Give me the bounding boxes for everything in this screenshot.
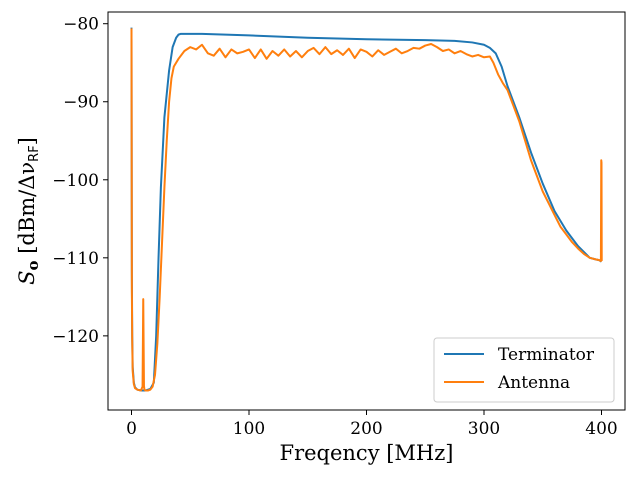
series-line-terminator <box>130 27 603 392</box>
x-tick-label: 0 <box>126 419 137 439</box>
x-tick-label: 200 <box>350 419 382 439</box>
x-tick-label: 100 <box>233 419 265 439</box>
y-tick-label: −110 <box>52 249 99 269</box>
y-tick-label: −80 <box>63 15 99 35</box>
y-axis: −120 −110 −100 −90 −80 <box>52 15 108 347</box>
y-axis-label: So [dBm/ΔνRF] <box>15 137 42 285</box>
series-line-antenna <box>130 28 603 392</box>
legend-label-terminator: Terminator <box>498 345 595 365</box>
y-tick-label: −100 <box>52 171 99 191</box>
x-axis-label: Freqency [MHz] <box>280 441 454 465</box>
plot-lines <box>130 27 603 392</box>
x-tick-label: 400 <box>585 419 617 439</box>
y-tick-label: −90 <box>63 93 99 113</box>
x-axis: 0 100 200 300 400 <box>126 410 618 439</box>
x-tick-label: 300 <box>468 419 500 439</box>
legend: Terminator Antenna <box>433 337 615 403</box>
legend-label-antenna: Antenna <box>497 373 570 393</box>
y-tick-label: −120 <box>52 327 99 347</box>
